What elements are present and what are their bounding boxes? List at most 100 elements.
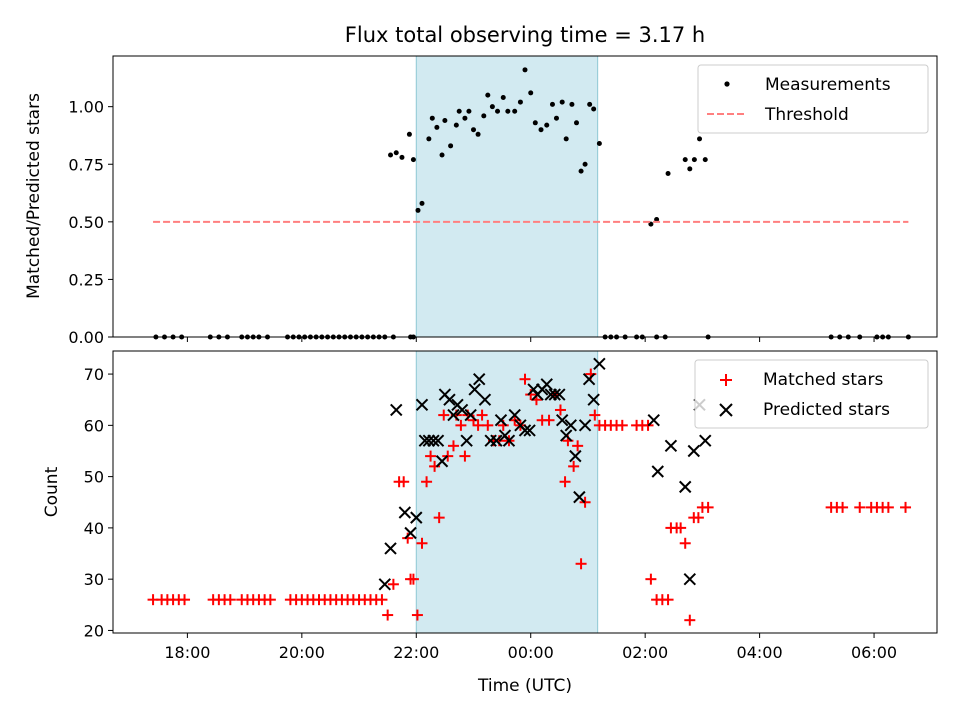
bot-xtick-label-2: 22:00 <box>393 643 439 662</box>
measurement-point-72 <box>495 108 501 114</box>
predicted-point-52-b <box>687 444 701 458</box>
top-ytick-label-4: 1.00 <box>68 98 104 117</box>
predicted-point-21 <box>478 393 492 406</box>
predicted-point-3 <box>398 506 412 519</box>
predicted-point-48 <box>651 465 664 478</box>
bot-xtick-label-6: 06:00 <box>851 643 897 662</box>
matched-point-34 <box>387 578 399 590</box>
legend-measurements-marker <box>724 81 730 87</box>
predicted-point-1-b <box>384 542 397 555</box>
predicted-point-54 <box>699 434 712 447</box>
predicted-point-51-b <box>683 572 697 586</box>
measurement-point-83 <box>553 115 559 121</box>
matched-point-86 <box>645 573 657 585</box>
measurement-point-78 <box>528 90 534 96</box>
matched-point-70 <box>559 476 571 488</box>
measurement-point-59 <box>434 124 440 130</box>
matched-point-93 <box>679 537 691 549</box>
measurement-point-81 <box>544 122 550 128</box>
predicted-point-39 <box>559 429 573 442</box>
measurement-point-62 <box>448 143 454 149</box>
predicted-point-20 <box>473 372 486 386</box>
top-y-axis: 0.00 0.25 0.50 0.75 1.00 <box>68 98 113 347</box>
predicted-point-10 <box>431 434 445 447</box>
predicted-point-1 <box>384 542 397 555</box>
bot-ytick-label-2: 40 <box>84 519 104 538</box>
measurement-point-73 <box>500 94 506 100</box>
measurement-point-91 <box>591 106 597 112</box>
matched-point-77 <box>589 409 601 421</box>
matched-point-72 <box>568 460 580 472</box>
measurement-point-75 <box>512 108 518 114</box>
predicted-point-36-b <box>548 388 561 401</box>
matched-point-107 <box>900 501 912 513</box>
predicted-point-4-b <box>404 526 417 540</box>
predicted-point-41 <box>569 449 582 463</box>
matched-point-46 <box>438 409 450 421</box>
predicted-point-9 <box>427 434 440 447</box>
bottom-x-axis: 18:00 20:00 22:00 00:00 02:00 04:00 06:00 <box>164 633 897 662</box>
top-axes-frame <box>112 55 938 338</box>
measurement-point-92 <box>596 141 602 147</box>
measurement-point-87 <box>574 120 579 126</box>
measurement-point-85 <box>563 136 569 142</box>
matched-point-5 <box>179 594 191 606</box>
predicted-point-27 <box>508 408 521 422</box>
predicted-point-29 <box>518 424 532 437</box>
predicted-point-2 <box>390 403 403 417</box>
matched-point-36 <box>398 476 410 488</box>
top-legend-box <box>697 64 929 134</box>
predicted-point-44 <box>582 372 596 386</box>
measurement-point-64 <box>456 108 462 114</box>
measurement-point-63 <box>453 122 459 128</box>
measurement-point-80 <box>538 127 544 133</box>
predicted-point-24-b <box>494 414 508 427</box>
measurement-point-89 <box>582 161 588 167</box>
predicted-point-14 <box>447 408 460 422</box>
matched-point-41 <box>416 537 428 549</box>
predicted-point-49 <box>664 439 678 453</box>
predicted-point-54-b <box>699 434 712 447</box>
measurement-point-79 <box>532 120 538 126</box>
predicted-point-20-b <box>473 372 486 386</box>
predicted-point-9-b <box>427 434 440 447</box>
predicted-point-16 <box>455 403 469 417</box>
measurement-point-65 <box>462 115 468 121</box>
predicted-point-6-b <box>415 398 429 412</box>
measurement-point-53 <box>406 131 412 137</box>
bottom-series-layer <box>147 357 912 626</box>
measurement-point-100 <box>702 157 708 163</box>
measurement-point-82 <box>549 101 555 107</box>
predicted-point-46 <box>593 357 606 371</box>
predicted-point-43 <box>578 419 592 432</box>
measurement-point-69 <box>481 113 487 119</box>
top-ytick-label-0: 0.00 <box>68 328 104 347</box>
measurement-point-70 <box>485 92 491 98</box>
predicted-point-0-b <box>378 578 392 591</box>
legend-matched-label: Matched stars <box>763 370 883 390</box>
predicted-point-24 <box>494 414 508 427</box>
legend-threshold-label: Threshold <box>764 105 849 125</box>
bottom-xlabel: Time (UTC) <box>477 676 572 696</box>
predicted-point-42 <box>573 490 586 504</box>
legend-predicted-label: Predicted stars <box>763 400 890 420</box>
predicted-point-37-b <box>553 388 566 401</box>
predicted-point-40 <box>564 419 577 432</box>
measurement-point-99 <box>697 136 703 142</box>
measurement-point-61 <box>442 117 448 123</box>
predicted-point-42-b <box>573 490 586 504</box>
measurement-point-71 <box>489 104 495 110</box>
predicted-point-22 <box>484 434 497 447</box>
matched-point-45 <box>433 512 445 524</box>
top-series-layer <box>153 67 911 340</box>
predicted-point-19-b <box>468 383 481 396</box>
top-shaded-region-layer <box>415 55 599 338</box>
matched-point-39 <box>407 573 419 585</box>
predicted-point-29-b <box>518 424 532 437</box>
predicted-point-36 <box>548 388 561 401</box>
measurement-point-51 <box>393 150 399 156</box>
predicted-point-16-b <box>455 403 469 417</box>
measurement-point-76 <box>517 99 523 105</box>
predicted-point-50-b <box>679 480 692 494</box>
bottom-y-axis: 20 30 40 50 60 70 <box>84 365 113 640</box>
